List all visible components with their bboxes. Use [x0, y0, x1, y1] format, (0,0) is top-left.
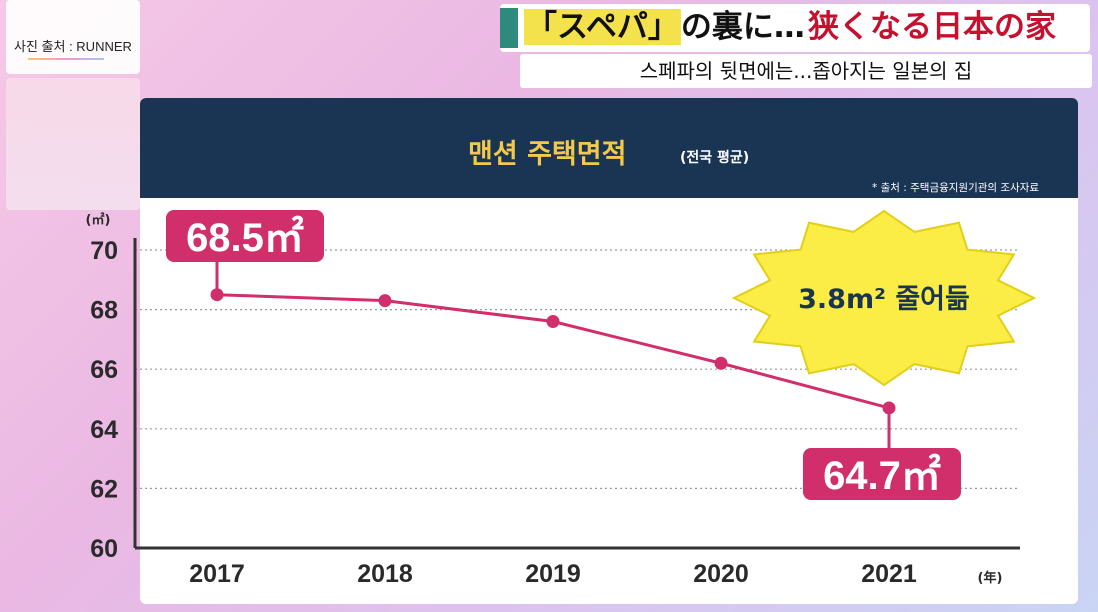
headline-jp-highlight: 「スペパ」	[524, 9, 681, 45]
headline-accent-tab	[500, 8, 518, 48]
y-axis-unit: (㎡)	[86, 212, 111, 228]
japanese-headline: 「スペパ」の裏に… 狭くなる日本の家	[500, 4, 1090, 52]
y-tick-label: 60	[90, 535, 118, 563]
chart-subtitle: (전국 평균)	[680, 150, 750, 166]
photo-source-overlay: 사진 출처 : RUNNER	[6, 0, 140, 74]
data-point	[210, 288, 224, 302]
callout-last-box	[803, 448, 961, 500]
data-point	[882, 401, 896, 415]
chart-title: 맨션 주택면적	[468, 139, 627, 170]
x-tick-label: 2021	[861, 560, 917, 588]
data-point	[714, 356, 728, 370]
chart-source-note: * 출처 : 주택금융지원기관의 조사자료	[872, 182, 1040, 194]
y-tick-label: 64	[90, 416, 118, 444]
x-tick-label: 2018	[357, 560, 413, 588]
starburst-label: 3.8m² 줄어듦	[798, 284, 970, 315]
x-axis-unit: (年)	[978, 570, 1003, 586]
y-tick-label: 70	[90, 237, 118, 265]
starburst-badge	[731, 209, 1037, 387]
data-point	[378, 294, 392, 308]
x-tick-label: 2019	[525, 560, 581, 588]
y-tick-label: 68	[90, 297, 118, 325]
x-tick-label: 2017	[189, 560, 245, 588]
headline-jp-left: 「スペパ」の裏に…	[524, 3, 805, 51]
korean-subtitle: 스페파의 뒷면에는...좁아지는 일본의 집	[520, 54, 1092, 88]
x-tick-label: 2020	[693, 560, 749, 588]
source-underline	[28, 58, 104, 60]
photo-source-text: 사진 출처 : RUNNER	[14, 39, 132, 54]
callout-first-label: 68.5㎡	[186, 215, 304, 260]
callout-first-box	[166, 210, 324, 262]
headline-jp-mid: の裏に…	[680, 9, 805, 45]
chart-header: 맨션 주택면적 (전국 평균) * 출처 : 주택금융지원기관의 조사자료	[140, 98, 1078, 198]
data-point	[546, 315, 560, 329]
y-tick-label: 62	[90, 475, 118, 503]
headline-jp-red: 狭くなる日本の家	[808, 9, 1056, 45]
side-decoration-card	[6, 78, 140, 210]
y-tick-label: 66	[90, 356, 118, 384]
callout-last-label: 64.7㎡	[823, 453, 941, 498]
